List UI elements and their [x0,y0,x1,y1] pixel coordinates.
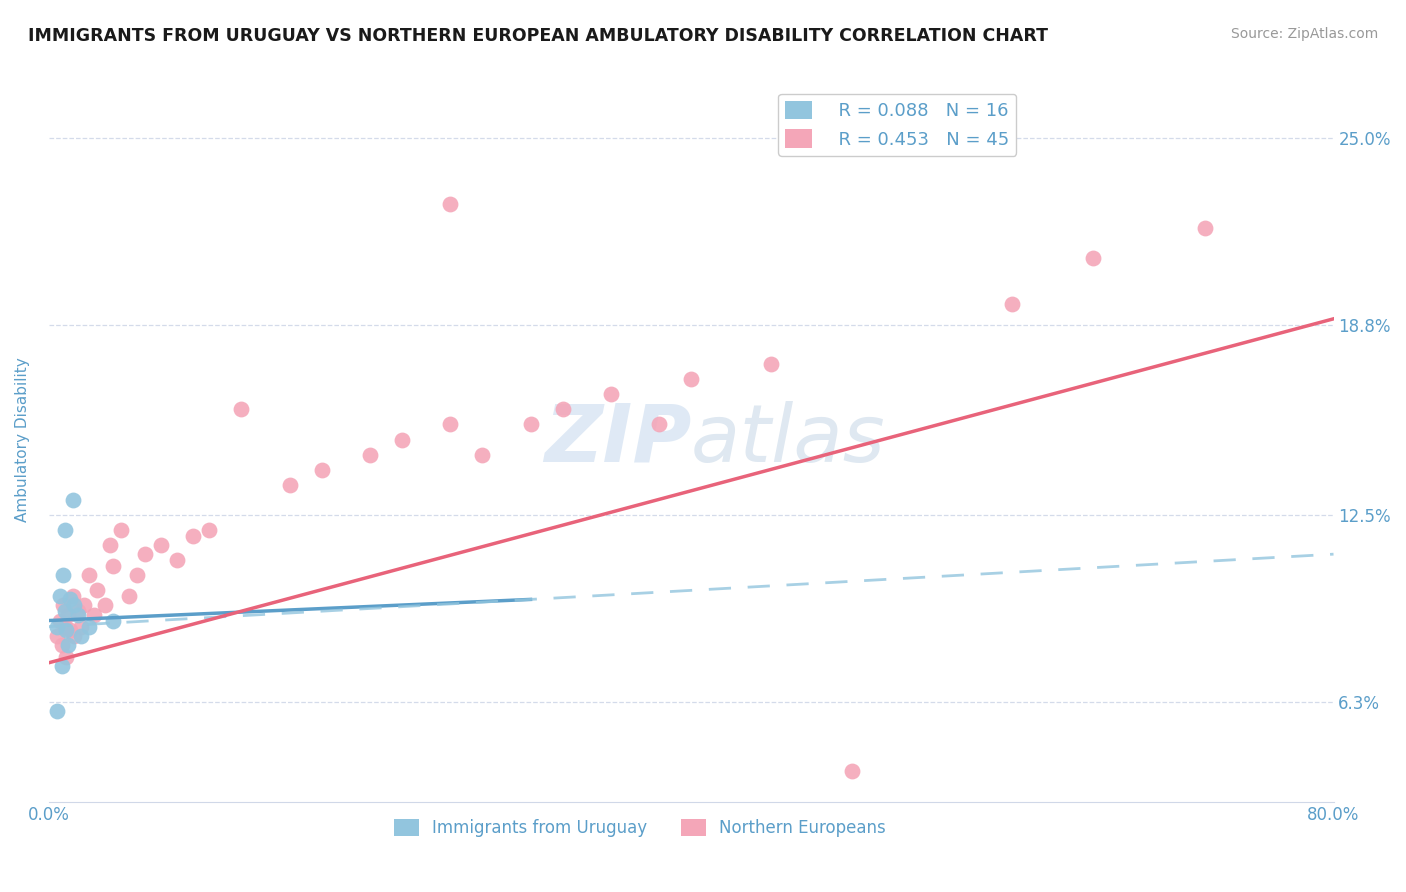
Legend: Immigrants from Uruguay, Northern Europeans: Immigrants from Uruguay, Northern Europe… [387,813,893,844]
Point [49,590,72,604]
Point [77,619,100,633]
Point [101,559,124,574]
Point [1001,297,1024,311]
Point [56,638,79,652]
Point [359,448,381,462]
Point [471,448,494,462]
Point [1194,221,1216,235]
Text: ZIP: ZIP [544,401,692,478]
Text: Source: ZipAtlas.com: Source: ZipAtlas.com [1230,27,1378,41]
Point [101,614,124,628]
Point [51,638,73,652]
Point [45,619,67,633]
Point [551,402,574,417]
Point [45,629,67,643]
Point [278,477,301,491]
Point [63,599,86,613]
Point [439,197,461,211]
Point [198,523,221,537]
Point [519,417,541,432]
Point [53,619,76,633]
Point [56,607,79,622]
Point [66,607,89,622]
Point [1081,252,1104,266]
Point [70,619,93,633]
Point [150,538,173,552]
Point [83,607,105,622]
Point [45,704,67,718]
Text: atlas: atlas [692,401,886,478]
Point [181,529,204,543]
Point [86,583,108,598]
Point [599,387,621,401]
Point [77,568,100,582]
Point [66,605,89,619]
Point [110,523,132,537]
Point [134,547,156,561]
Point [391,433,413,447]
Point [49,614,72,628]
Point [98,538,121,552]
Point [59,592,82,607]
Point [118,590,141,604]
Point [59,623,82,637]
Point [681,372,703,386]
Point [166,553,188,567]
Point [648,417,671,432]
Point [63,629,86,643]
Point [231,402,253,417]
Y-axis label: Ambulatory Disability: Ambulatory Disability [15,357,30,522]
Point [311,463,333,477]
Point [55,649,77,664]
Point [841,764,863,779]
Point [55,623,77,637]
Point [51,658,73,673]
Point [53,523,76,537]
Point [62,590,84,604]
Point [73,599,96,613]
Point [70,629,93,643]
Point [125,568,148,582]
Point [94,599,117,613]
Point [761,357,783,371]
Point [52,599,75,613]
Text: IMMIGRANTS FROM URUGUAY VS NORTHERN EUROPEAN AMBULATORY DISABILITY CORRELATION C: IMMIGRANTS FROM URUGUAY VS NORTHERN EURO… [28,27,1047,45]
Point [52,568,75,582]
Point [53,605,76,619]
Point [62,492,84,507]
Point [439,417,461,432]
